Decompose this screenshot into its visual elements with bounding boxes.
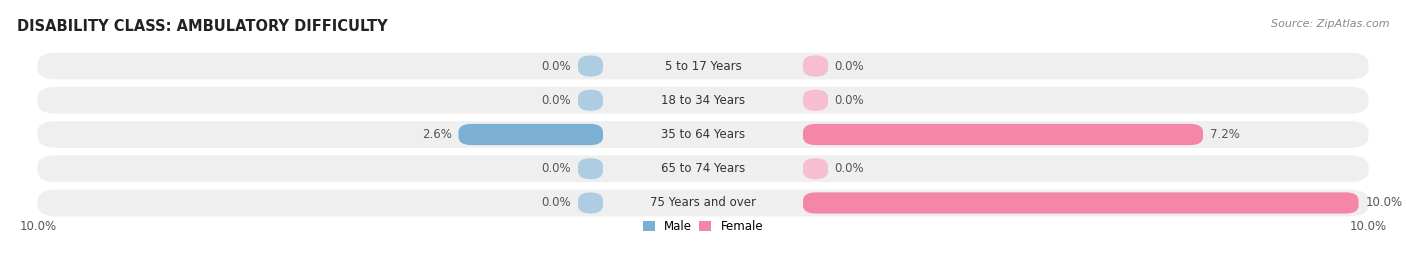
Text: 0.0%: 0.0%	[835, 59, 865, 73]
FancyBboxPatch shape	[578, 55, 603, 77]
Text: 10.0%: 10.0%	[20, 220, 56, 233]
Text: 0.0%: 0.0%	[541, 162, 571, 175]
FancyBboxPatch shape	[578, 158, 603, 179]
FancyBboxPatch shape	[458, 124, 603, 145]
FancyBboxPatch shape	[38, 87, 1368, 114]
Text: 65 to 74 Years: 65 to 74 Years	[661, 162, 745, 175]
FancyBboxPatch shape	[803, 158, 828, 179]
Text: 75 Years and over: 75 Years and over	[650, 196, 756, 210]
Text: 10.0%: 10.0%	[1365, 196, 1402, 210]
FancyBboxPatch shape	[803, 124, 1204, 145]
FancyBboxPatch shape	[38, 155, 1368, 182]
Text: 10.0%: 10.0%	[1350, 220, 1386, 233]
FancyBboxPatch shape	[803, 192, 1358, 214]
FancyBboxPatch shape	[578, 90, 603, 111]
Text: 0.0%: 0.0%	[541, 94, 571, 107]
Text: Source: ZipAtlas.com: Source: ZipAtlas.com	[1271, 19, 1389, 29]
FancyBboxPatch shape	[578, 192, 603, 214]
Text: 0.0%: 0.0%	[835, 162, 865, 175]
Legend: Male, Female: Male, Female	[638, 215, 768, 238]
FancyBboxPatch shape	[38, 190, 1368, 216]
FancyBboxPatch shape	[38, 121, 1368, 148]
FancyBboxPatch shape	[803, 90, 828, 111]
FancyBboxPatch shape	[38, 53, 1368, 79]
Text: 18 to 34 Years: 18 to 34 Years	[661, 94, 745, 107]
Text: 35 to 64 Years: 35 to 64 Years	[661, 128, 745, 141]
Text: 0.0%: 0.0%	[541, 59, 571, 73]
FancyBboxPatch shape	[803, 55, 828, 77]
Text: DISABILITY CLASS: AMBULATORY DIFFICULTY: DISABILITY CLASS: AMBULATORY DIFFICULTY	[17, 19, 388, 34]
Text: 2.6%: 2.6%	[422, 128, 451, 141]
Text: 5 to 17 Years: 5 to 17 Years	[665, 59, 741, 73]
Text: 0.0%: 0.0%	[541, 196, 571, 210]
Text: 7.2%: 7.2%	[1209, 128, 1240, 141]
Text: 0.0%: 0.0%	[835, 94, 865, 107]
